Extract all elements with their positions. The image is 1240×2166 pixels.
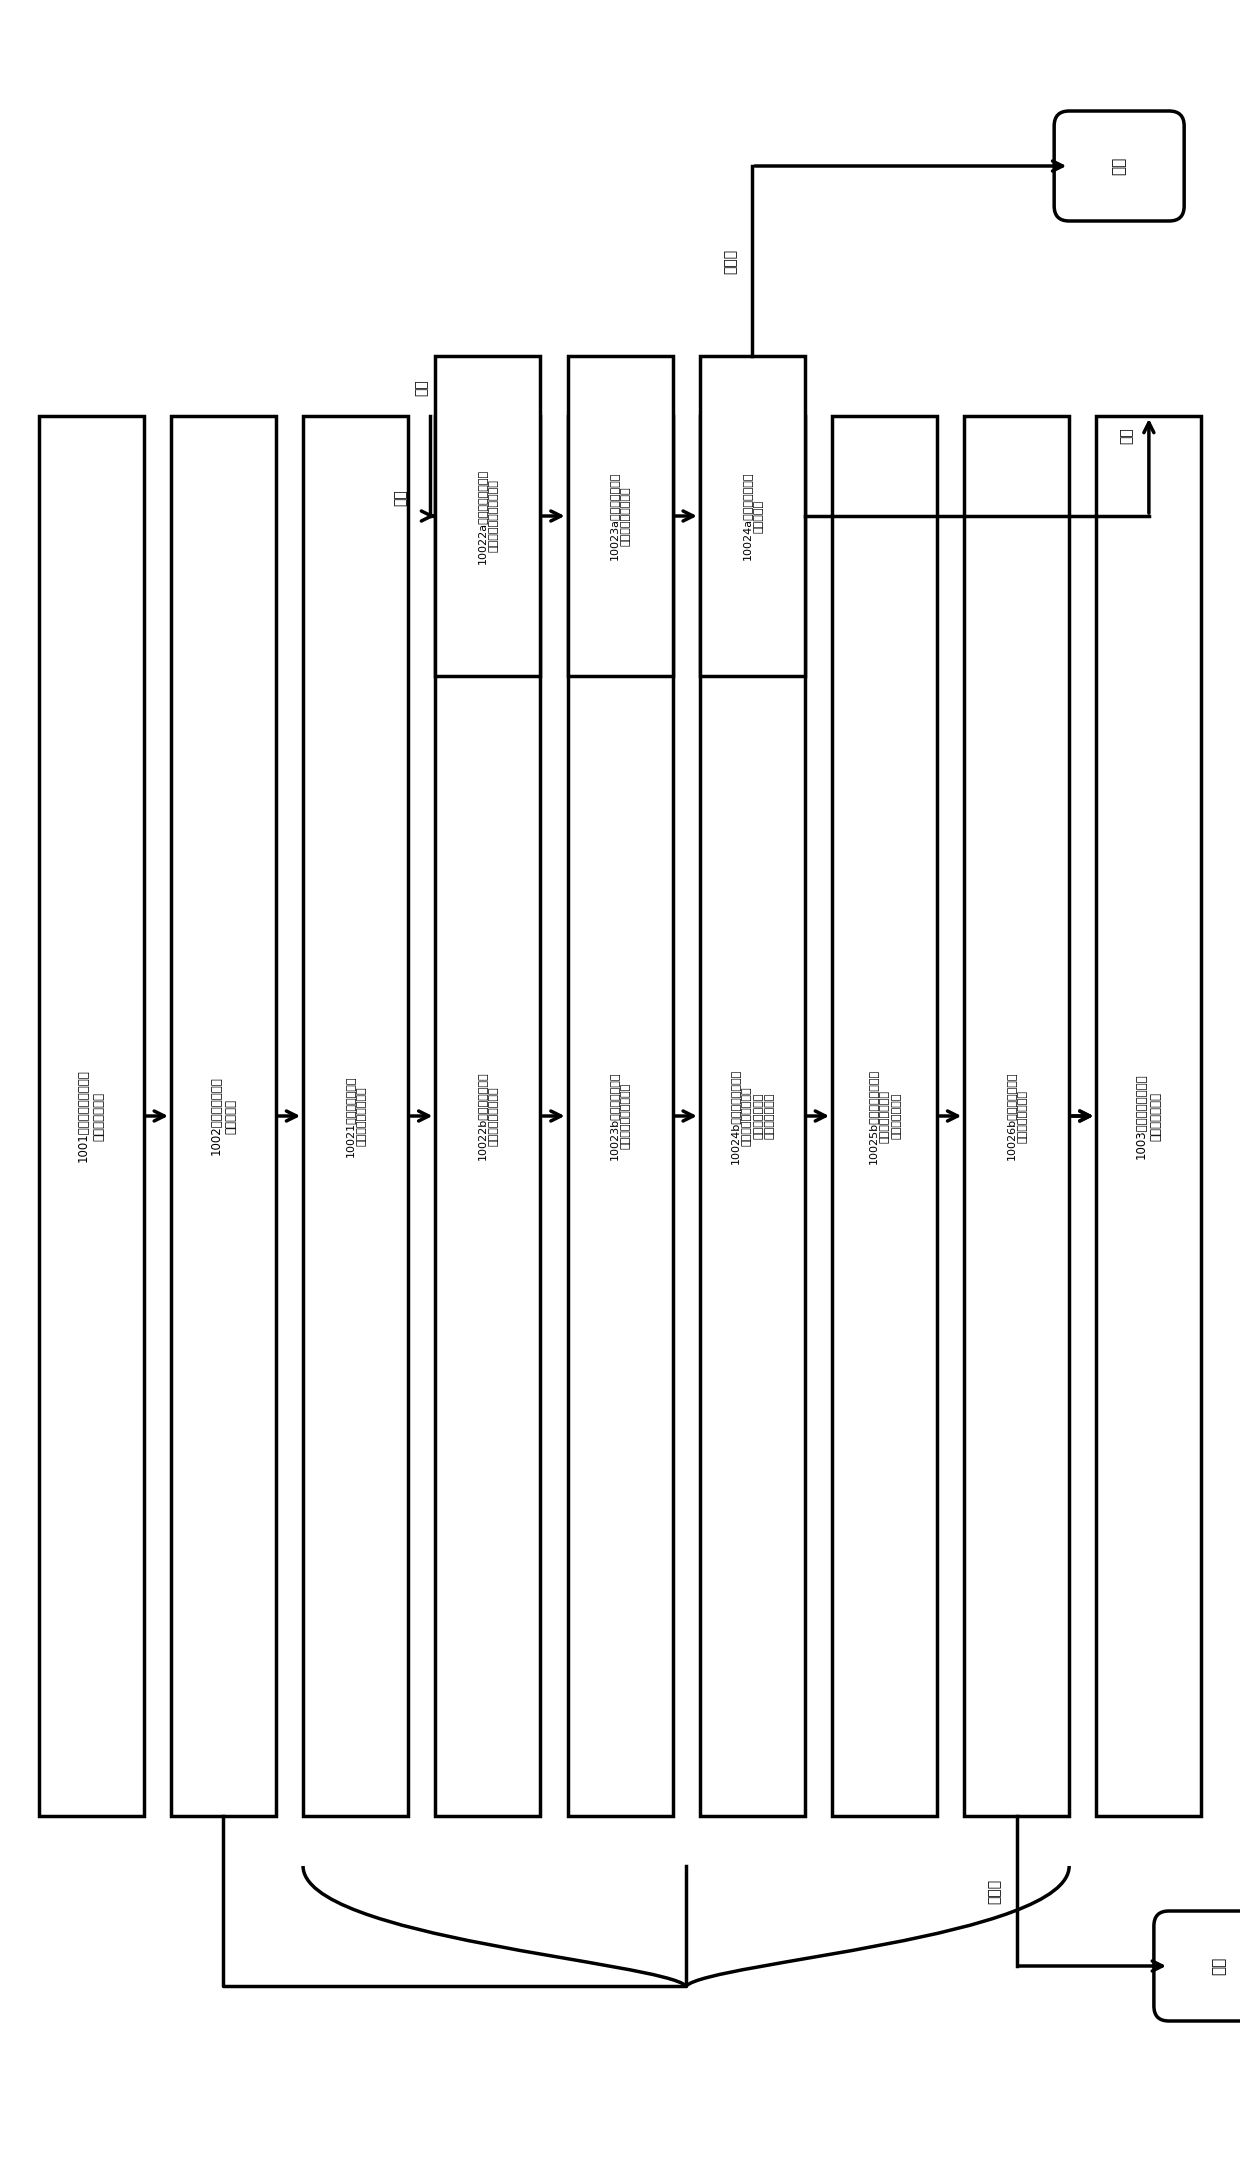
Text: 10022b：获取多个工作
模式的工作模式信息: 10022b：获取多个工作 模式的工作模式信息 <box>477 1072 498 1161</box>
Bar <box>1096 416 1202 1815</box>
Text: 10022a：获取该可选择的
工作模式的工作模式信息: 10022a：获取该可选择的 工作模式的工作模式信息 <box>477 468 498 563</box>
Bar <box>435 416 541 1815</box>
Bar <box>171 416 275 1815</box>
Text: 可行: 可行 <box>1120 427 1133 444</box>
Bar <box>38 416 144 1815</box>
Bar <box>699 355 805 676</box>
Text: 1003：控制该农机按照
该工作模式工作: 1003：控制该农机按照 该工作模式工作 <box>1135 1072 1163 1159</box>
Text: 10021：获取可选择的
工作模式的数量信息: 10021：获取可选择的 工作模式的数量信息 <box>345 1074 366 1157</box>
Text: 1001：获取该农机的工作
模式的影响因素: 1001：获取该农机的工作 模式的影响因素 <box>77 1070 105 1163</box>
Text: 10024b：比较该多个工作
模式的该影响因子的
比较结果选择一
最优的工作模式: 10024b：比较该多个工作 模式的该影响因子的 比较结果选择一 最优的工作模式 <box>730 1068 775 1163</box>
Bar <box>699 416 805 1815</box>
Bar <box>832 416 937 1815</box>
Bar <box>303 416 408 1815</box>
Text: 一个: 一个 <box>393 490 407 507</box>
Text: 不可行: 不可行 <box>723 249 738 273</box>
FancyBboxPatch shape <box>1054 110 1184 221</box>
Text: 结束: 结束 <box>1211 1956 1226 1975</box>
Text: 10025b：根据该影响因子
的比较结果选择一
最优的工作模式: 10025b：根据该影响因子 的比较结果选择一 最优的工作模式 <box>868 1068 901 1163</box>
Text: 10024a：判断该工作模
式的可行性: 10024a：判断该工作模 式的可行性 <box>742 472 763 561</box>
Text: 10026b：判断该最优的
工作模式的可行性: 10026b：判断该最优的 工作模式的可行性 <box>1006 1072 1028 1161</box>
FancyBboxPatch shape <box>1154 1910 1240 2021</box>
Text: 10023b：计算多个工作
模式的至少一影响因子: 10023b：计算多个工作 模式的至少一影响因子 <box>609 1072 631 1161</box>
Bar <box>435 355 541 676</box>
Text: 1002：选择该农机的
一工作模式: 1002：选择该农机的 一工作模式 <box>210 1077 237 1154</box>
Text: 结束: 结束 <box>1112 156 1127 175</box>
Bar <box>965 416 1069 1815</box>
Text: 多个: 多个 <box>414 379 429 396</box>
Bar <box>568 355 672 676</box>
Bar <box>568 416 672 1815</box>
Text: 10023a：计算该工作模
式的至少一影响因子: 10023a：计算该工作模 式的至少一影响因子 <box>609 472 631 561</box>
Text: 不可行: 不可行 <box>988 1878 1002 1904</box>
